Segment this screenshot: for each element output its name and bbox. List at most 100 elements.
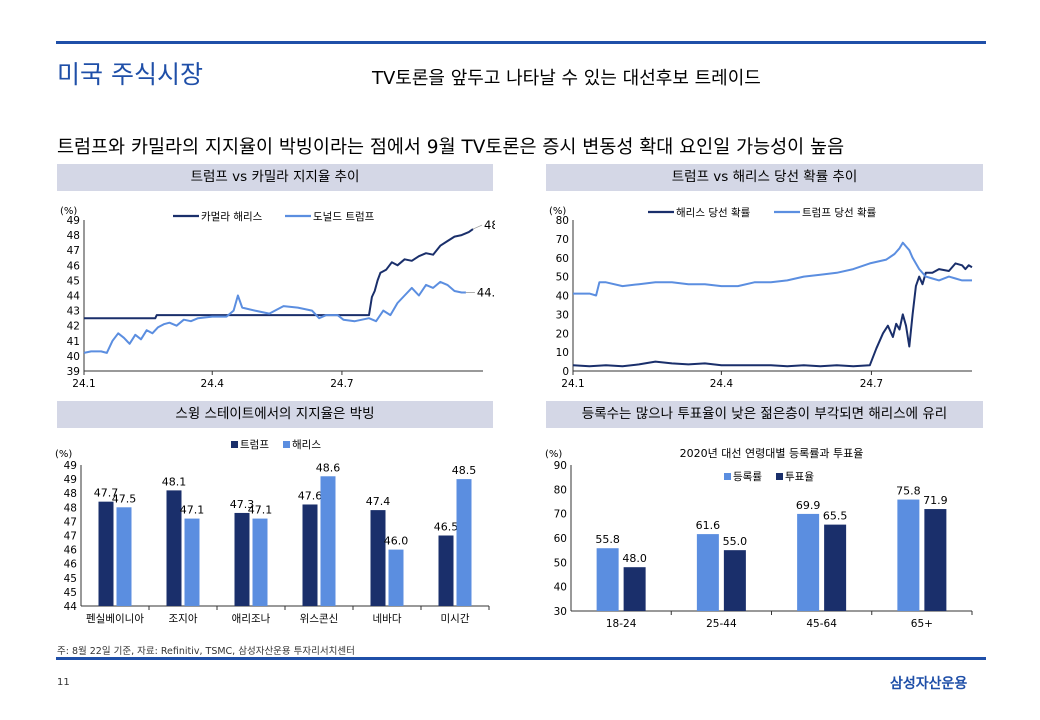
y-unit-label: (%): [545, 449, 562, 460]
bar-1: [302, 504, 318, 606]
y-tick-label: 47: [67, 245, 80, 257]
y-tick-label: 46: [64, 559, 78, 571]
bar-value-label: 65.5: [823, 510, 848, 523]
y-tick-label: 49: [64, 474, 77, 486]
y-tick-label: 44: [67, 291, 81, 303]
panel-title-swing-states: 스윙 스테이트에서의 지지율은 박빙: [57, 401, 493, 428]
y-unit-label: (%): [55, 449, 72, 460]
legend-label-1: 해리스 당선 확률: [676, 206, 751, 219]
bar-2: [623, 567, 646, 611]
category-label: 18-24: [606, 618, 637, 630]
y-tick-label: 80: [554, 484, 567, 496]
age-turnout-chart: 2020년 대선 연령대별 등록률과 투표율 (%) 30 40 50 60 70 80 90 1…: [545, 447, 973, 630]
bar-2: [456, 479, 472, 606]
bar-1: [797, 513, 820, 611]
win-probability-chart: (%) 0 10 20 30 40 50 60 70 80 24.1 24.4 24.7 해리스 당선 확…: [549, 206, 973, 390]
y-tick-label: 70: [556, 234, 569, 246]
bar-2: [320, 476, 336, 606]
headline: 트럼프와 카밀라의 지지율이 박빙이라는 점에서 9월 TV토론은 증시 변동성…: [57, 137, 845, 158]
y-tick-label: 60: [554, 533, 567, 545]
bar-1: [370, 510, 386, 606]
bar-1: [234, 512, 250, 606]
y-unit-label: (%): [549, 206, 566, 217]
legend-label-1: 카멀라 해리스: [201, 210, 263, 223]
bar-value-label: 47.1: [180, 504, 205, 517]
bar-value-label: 47.5: [112, 492, 137, 505]
legend-label-2: 트럼프 당선 확률: [802, 206, 877, 219]
chart-title: 2020년 대선 연령대별 등록률과 투표율: [680, 447, 864, 460]
x-tick-label: 24.4: [710, 378, 734, 390]
category-label: 펜실베이니아: [86, 613, 144, 625]
bar-2: [116, 507, 132, 606]
bar-value-label: 71.9: [923, 494, 948, 507]
y-tick-label: 44: [64, 601, 78, 613]
legend-swatch-1: [724, 473, 731, 480]
y-tick-label: 39: [67, 366, 80, 378]
x-tick-label: 24.1: [72, 378, 95, 390]
y-tick-label: 50: [556, 272, 569, 284]
y-tick-label: 90: [554, 460, 567, 472]
bar-value-label: 75.8: [896, 485, 921, 498]
legend-label-1: 등록률: [733, 471, 762, 483]
y-unit-label: (%): [60, 206, 77, 217]
bar-value-label: 47.6: [298, 489, 323, 502]
bar-1: [166, 490, 182, 606]
bar-value-label: 48.1: [162, 475, 187, 488]
brand-logo: 삼성자산운용: [890, 676, 968, 692]
y-tick-label: 45: [64, 573, 77, 585]
y-tick-label: 50: [554, 557, 567, 569]
y-tick-label: 47: [64, 531, 77, 543]
y-tick-label: 48: [64, 488, 77, 500]
y-tick-label: 30: [554, 606, 567, 618]
footnote: 주: 8월 22일 기준, 자료: Refinitiv, TSMC, 삼성자산운…: [57, 646, 355, 657]
y-tick-label: 48: [64, 502, 77, 514]
end-value-label-2: 44.2: [477, 285, 495, 299]
category-label: 45-64: [806, 618, 837, 630]
y-tick-label: 45: [67, 275, 80, 287]
legend-label-1: 트럼프: [240, 438, 269, 451]
y-tick-label: 70: [554, 509, 567, 521]
y-tick-label: 45: [64, 587, 77, 599]
bottom-rule: [56, 657, 986, 660]
y-tick-label: 0: [562, 366, 569, 378]
category-label: 조지아: [169, 613, 198, 625]
y-tick-label: 40: [556, 291, 569, 303]
series-line-2: [83, 280, 466, 354]
x-tick-label: 24.4: [201, 378, 225, 390]
y-tick-label: 20: [556, 328, 569, 340]
panel-title-win-probability: 트럼프 vs 해리스 당선 확률 추이: [546, 164, 983, 191]
y-tick-label: 60: [556, 253, 569, 265]
swing-state-chart: (%) 44 45 45 46 46 47 47 48 48 49 49 펜실베이니아 47.747.5 조…: [55, 438, 490, 625]
series-line-2: [573, 241, 972, 297]
page-number: 11: [57, 677, 70, 688]
y-tick-label: 41: [67, 336, 80, 348]
y-tick-label: 49: [67, 215, 80, 227]
bar-1: [596, 548, 619, 611]
legend-label-2: 해리스: [292, 438, 321, 451]
category-label: 65+: [911, 618, 933, 630]
bar-value-label: 48.6: [316, 461, 341, 474]
bar-value-label: 47.3: [230, 498, 255, 511]
page-subtitle: TV토론을 앞두고 나타날 수 있는 대선후보 트레이드: [372, 68, 761, 89]
series-line-1: [572, 262, 973, 368]
category-label: 25-44: [706, 618, 737, 630]
y-tick-label: 80: [556, 215, 569, 227]
bar-value-label: 47.1: [248, 504, 273, 517]
bar-value-label: 46.5: [434, 521, 459, 534]
bar-value-label: 48.5: [452, 464, 477, 477]
y-tick-label: 48: [67, 230, 80, 242]
bar-2: [723, 550, 746, 611]
series-line-1: [84, 228, 474, 320]
bar-value-label: 47.7: [94, 487, 119, 500]
bar-1: [438, 535, 454, 606]
legend-swatch-2: [283, 441, 290, 448]
legend-label-2: 투표율: [785, 471, 814, 483]
category-label: 네바다: [373, 613, 402, 625]
bar-2: [924, 509, 947, 611]
x-tick-label: 24.1: [561, 378, 584, 390]
bar-value-label: 69.9: [796, 499, 821, 512]
end-label-leader-1: [472, 224, 483, 230]
y-tick-label: 43: [67, 306, 80, 318]
bar-value-label: 55.8: [595, 533, 620, 546]
category-label: 위스콘신: [300, 612, 339, 625]
